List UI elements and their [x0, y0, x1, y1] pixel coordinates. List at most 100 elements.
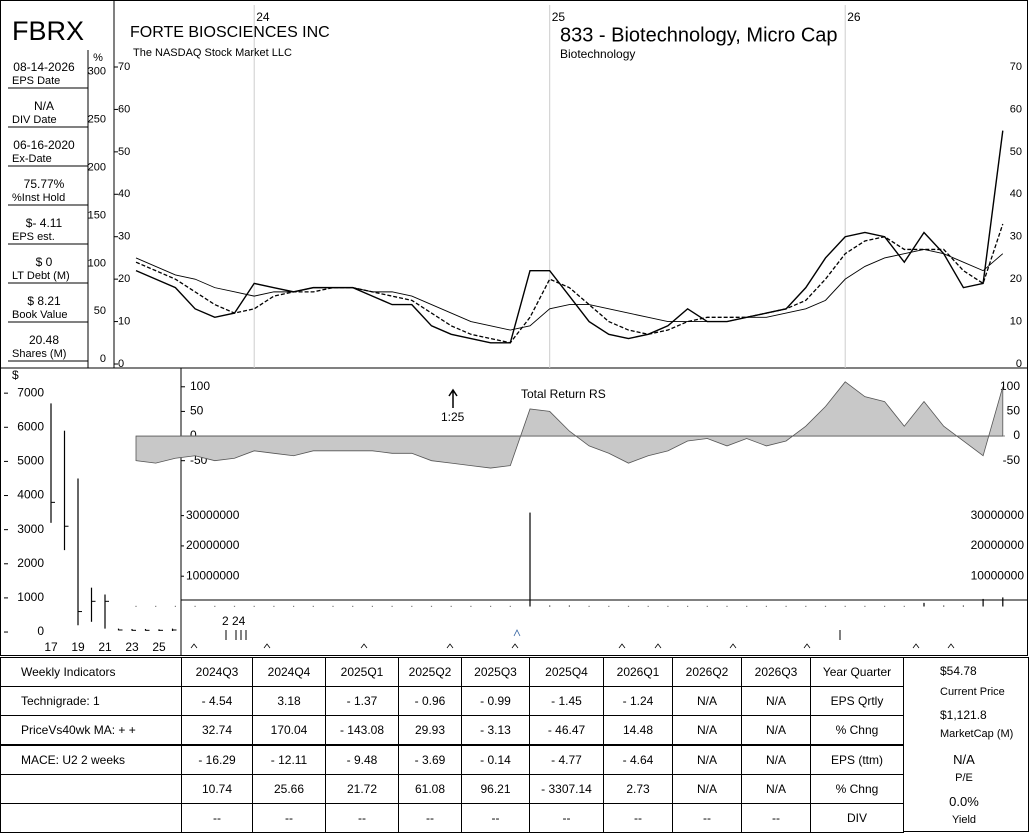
y2-tick-label: 250: [88, 114, 106, 126]
rs-area: [135, 381, 1004, 469]
y-tick-label: 20: [118, 273, 130, 285]
table-cell: N/A: [672, 744, 742, 775]
volume-bar: [943, 605, 945, 607]
y2-tick-label: 200: [88, 162, 106, 174]
y-tick-label-right: 60: [1010, 103, 1022, 115]
header-cell: 2024Q4: [252, 657, 326, 687]
sidebar-label: LT Debt (M): [12, 270, 70, 282]
header-cell: 2025Q1: [325, 657, 399, 687]
y-tick-label: 70: [118, 61, 130, 73]
volume-bar: [253, 605, 255, 607]
table-cell: - 3307.14: [529, 774, 604, 804]
rs-tick-label: 0: [190, 428, 197, 442]
volume-bar: [273, 605, 275, 607]
volume-bar: [726, 605, 728, 607]
frame: [0, 0, 1028, 656]
table-row: MACE: U2 2 weeks - 16.29- 12.11- 9.48- 3.…: [0, 744, 904, 775]
sidebar-label: Shares (M): [12, 348, 66, 360]
volume-bar: [568, 605, 570, 607]
y2-tick-label: 0: [100, 353, 106, 365]
table-cell: 2.73: [603, 774, 673, 804]
table-cell: PriceVs40wk MA: + +: [0, 715, 182, 746]
header-cell: 2025Q4: [529, 657, 604, 687]
y-tick-label-right: 30: [1010, 231, 1022, 243]
annual-x-label: 17: [44, 640, 58, 654]
sidebar-label: Ex-Date: [12, 153, 52, 165]
sidebar-value: N/A: [34, 99, 54, 113]
table-cell: --: [672, 803, 742, 833]
volume-bar: [884, 605, 886, 607]
chart-area: FBRX FORTE BIOSCIENCES INC The NASDAQ St…: [0, 0, 1028, 656]
annual-tick-label: 4000: [17, 488, 44, 502]
table-cell: --: [181, 803, 253, 833]
rs-annotation: 1:25: [441, 410, 465, 424]
table-cell: - 16.29: [181, 744, 253, 775]
summary: $54.78 Current Price $1,121.8 MarketCap (M)…: [903, 657, 1029, 832]
y-tick-label: 40: [118, 188, 130, 200]
annual-tick-label: 3000: [17, 522, 44, 536]
table-header-row: Weekly Indicators 2024Q3 2024Q4 2025Q1 2025Q…: [0, 657, 904, 687]
table-cell: [0, 803, 182, 833]
volume-bar: [962, 605, 964, 607]
volume-bar: [155, 605, 157, 607]
ticker: FBRX: [12, 16, 84, 46]
header-cell: Year Quarter: [810, 657, 904, 687]
table-cell: 170.04: [252, 715, 326, 746]
volume-bar: [470, 605, 472, 607]
table-cell: 25.66: [252, 774, 326, 804]
table-cell: - 0.99: [461, 686, 530, 716]
table-cell: - 4.64: [603, 744, 673, 775]
volume-bar: [352, 605, 354, 607]
table-cell: N/A: [672, 774, 742, 804]
table-cell: 29.93: [398, 715, 462, 746]
volume-bar: [864, 605, 866, 607]
sidebar-value: $ 0: [36, 255, 53, 269]
exchange: The NASDAQ Stock Market LLC: [133, 47, 292, 59]
rs-tick-label-right: -50: [1003, 453, 1021, 467]
annual-axis-label: $: [12, 368, 19, 382]
y2-tick-label: 100: [88, 257, 106, 269]
volume-bar: [588, 605, 590, 607]
rs-tick-label-right: 100: [1000, 379, 1020, 393]
y-tick-label: 30: [118, 231, 130, 243]
table-cell: N/A: [741, 715, 811, 746]
table-cell: - 3.13: [461, 715, 530, 746]
table-cell: N/A: [741, 774, 811, 804]
volume-bar: [805, 605, 807, 607]
y-tick-label: 50: [118, 146, 130, 158]
volume-bar: [785, 605, 787, 607]
volume-bar: [214, 605, 216, 607]
table-cell: --: [325, 803, 399, 833]
table-cell: 21.72: [325, 774, 399, 804]
volume-bar: [608, 605, 610, 607]
table-row: PriceVs40wk MA: + +32.74 170.04- 143.08 29…: [0, 715, 904, 746]
volume-bar: [332, 605, 334, 607]
table-cell: % Chng: [810, 774, 904, 804]
volume-bar: [529, 512, 531, 607]
summary-label: Current Price: [940, 686, 1005, 698]
table-cell: - 4.54: [181, 686, 253, 716]
annual-x-label: 21: [98, 640, 112, 654]
table-cell: 14.48: [603, 715, 673, 746]
volume-tick-label-right: 10000000: [971, 568, 1025, 582]
annual-x-label: 23: [125, 640, 139, 654]
header-cell: 2024Q3: [181, 657, 253, 687]
table-cell: 32.74: [181, 715, 253, 746]
x-tick-label: 24: [256, 10, 270, 24]
indicator-table: Weekly Indicators 2024Q3 2024Q4 2025Q1 2025Q…: [0, 657, 904, 833]
volume-bar: [371, 605, 373, 607]
table-cell: N/A: [672, 686, 742, 716]
table-cell: [0, 774, 182, 804]
volume-bar: [490, 605, 492, 607]
volume-bar: [194, 605, 196, 607]
table-cell: --: [252, 803, 326, 833]
table-cell: - 9.48: [325, 744, 399, 775]
sidebar-label: %Inst Hold: [12, 192, 65, 204]
sidebar-value: $- 4.11: [26, 216, 63, 230]
header-cell: 2026Q2: [672, 657, 742, 687]
table-cell: --: [603, 803, 673, 833]
x-tick-label: 25: [552, 10, 566, 24]
sidebar-value: 75.77%: [24, 177, 65, 191]
table-cell: % Chng: [810, 715, 904, 746]
table-cell: N/A: [741, 686, 811, 716]
